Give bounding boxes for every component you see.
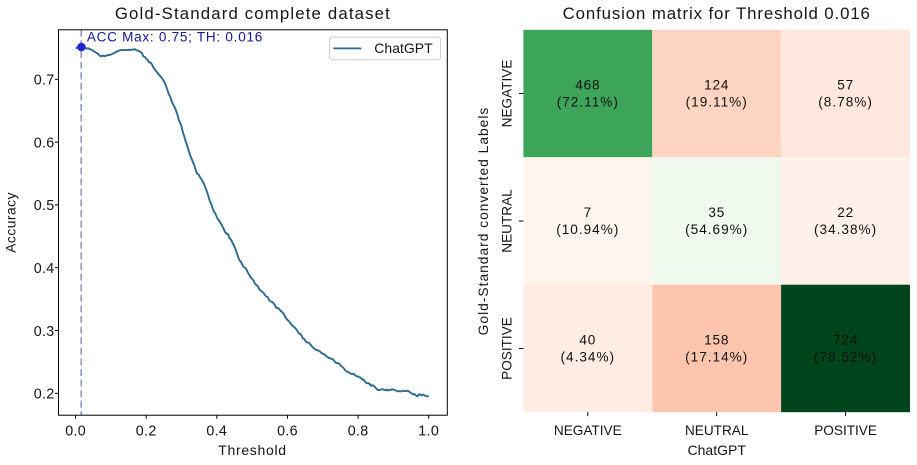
svg-text:0.6: 0.6 bbox=[277, 423, 298, 439]
svg-text:124: 124 bbox=[704, 78, 729, 93]
svg-text:Accuracy: Accuracy bbox=[4, 192, 19, 253]
svg-text:0.8: 0.8 bbox=[348, 423, 369, 439]
svg-text:158: 158 bbox=[704, 333, 729, 348]
svg-text:(8.78%): (8.78%) bbox=[818, 95, 873, 110]
svg-text:(78.52%): (78.52%) bbox=[814, 350, 877, 365]
svg-text:(54.69%): (54.69%) bbox=[685, 222, 748, 237]
svg-text:(19.11%): (19.11%) bbox=[686, 95, 748, 110]
svg-text:0.6: 0.6 bbox=[34, 135, 55, 151]
svg-text:468: 468 bbox=[575, 78, 600, 93]
svg-text:NEUTRAL: NEUTRAL bbox=[685, 423, 749, 438]
svg-text:0.5: 0.5 bbox=[34, 198, 55, 214]
svg-text:ChatGPT: ChatGPT bbox=[688, 442, 747, 458]
svg-text:40: 40 bbox=[579, 333, 596, 348]
svg-text:Gold-Standard complete dataset: Gold-Standard complete dataset bbox=[115, 4, 391, 23]
svg-text:ChatGPT: ChatGPT bbox=[374, 40, 433, 56]
svg-text:0.4: 0.4 bbox=[34, 261, 55, 277]
svg-text:Threshold: Threshold bbox=[218, 442, 287, 458]
svg-text:0.4: 0.4 bbox=[206, 423, 227, 439]
svg-text:(72.11%): (72.11%) bbox=[557, 95, 619, 110]
svg-text:0.2: 0.2 bbox=[34, 387, 55, 403]
svg-text:(10.94%): (10.94%) bbox=[556, 222, 619, 237]
svg-text:(34.38%): (34.38%) bbox=[814, 222, 877, 237]
svg-text:57: 57 bbox=[837, 78, 854, 93]
svg-text:35: 35 bbox=[708, 205, 725, 220]
svg-text:0.0: 0.0 bbox=[65, 423, 86, 439]
svg-text:ACC Max: 0.75; TH: 0.016: ACC Max: 0.75; TH: 0.016 bbox=[87, 30, 263, 45]
svg-text:0.3: 0.3 bbox=[34, 324, 55, 340]
svg-text:NEGATIVE: NEGATIVE bbox=[499, 60, 514, 128]
svg-text:(4.34%): (4.34%) bbox=[560, 350, 615, 365]
svg-text:0.2: 0.2 bbox=[136, 423, 157, 439]
svg-text:NEGATIVE: NEGATIVE bbox=[554, 423, 622, 438]
svg-text:1.0: 1.0 bbox=[418, 423, 439, 439]
svg-text:POSITIVE: POSITIVE bbox=[499, 317, 514, 380]
svg-text:22: 22 bbox=[837, 205, 854, 220]
svg-text:724: 724 bbox=[833, 333, 858, 348]
svg-text:NEUTRAL: NEUTRAL bbox=[499, 189, 514, 253]
svg-text:Confusion matrix for Threshold: Confusion matrix for Threshold 0.016 bbox=[563, 4, 871, 23]
svg-text:Gold-Standard converted Labels: Gold-Standard converted Labels bbox=[476, 107, 491, 336]
svg-text:7: 7 bbox=[584, 205, 592, 220]
svg-text:POSITIVE: POSITIVE bbox=[814, 423, 877, 438]
svg-text:(17.14%): (17.14%) bbox=[685, 350, 748, 365]
svg-text:0.7: 0.7 bbox=[34, 73, 55, 89]
